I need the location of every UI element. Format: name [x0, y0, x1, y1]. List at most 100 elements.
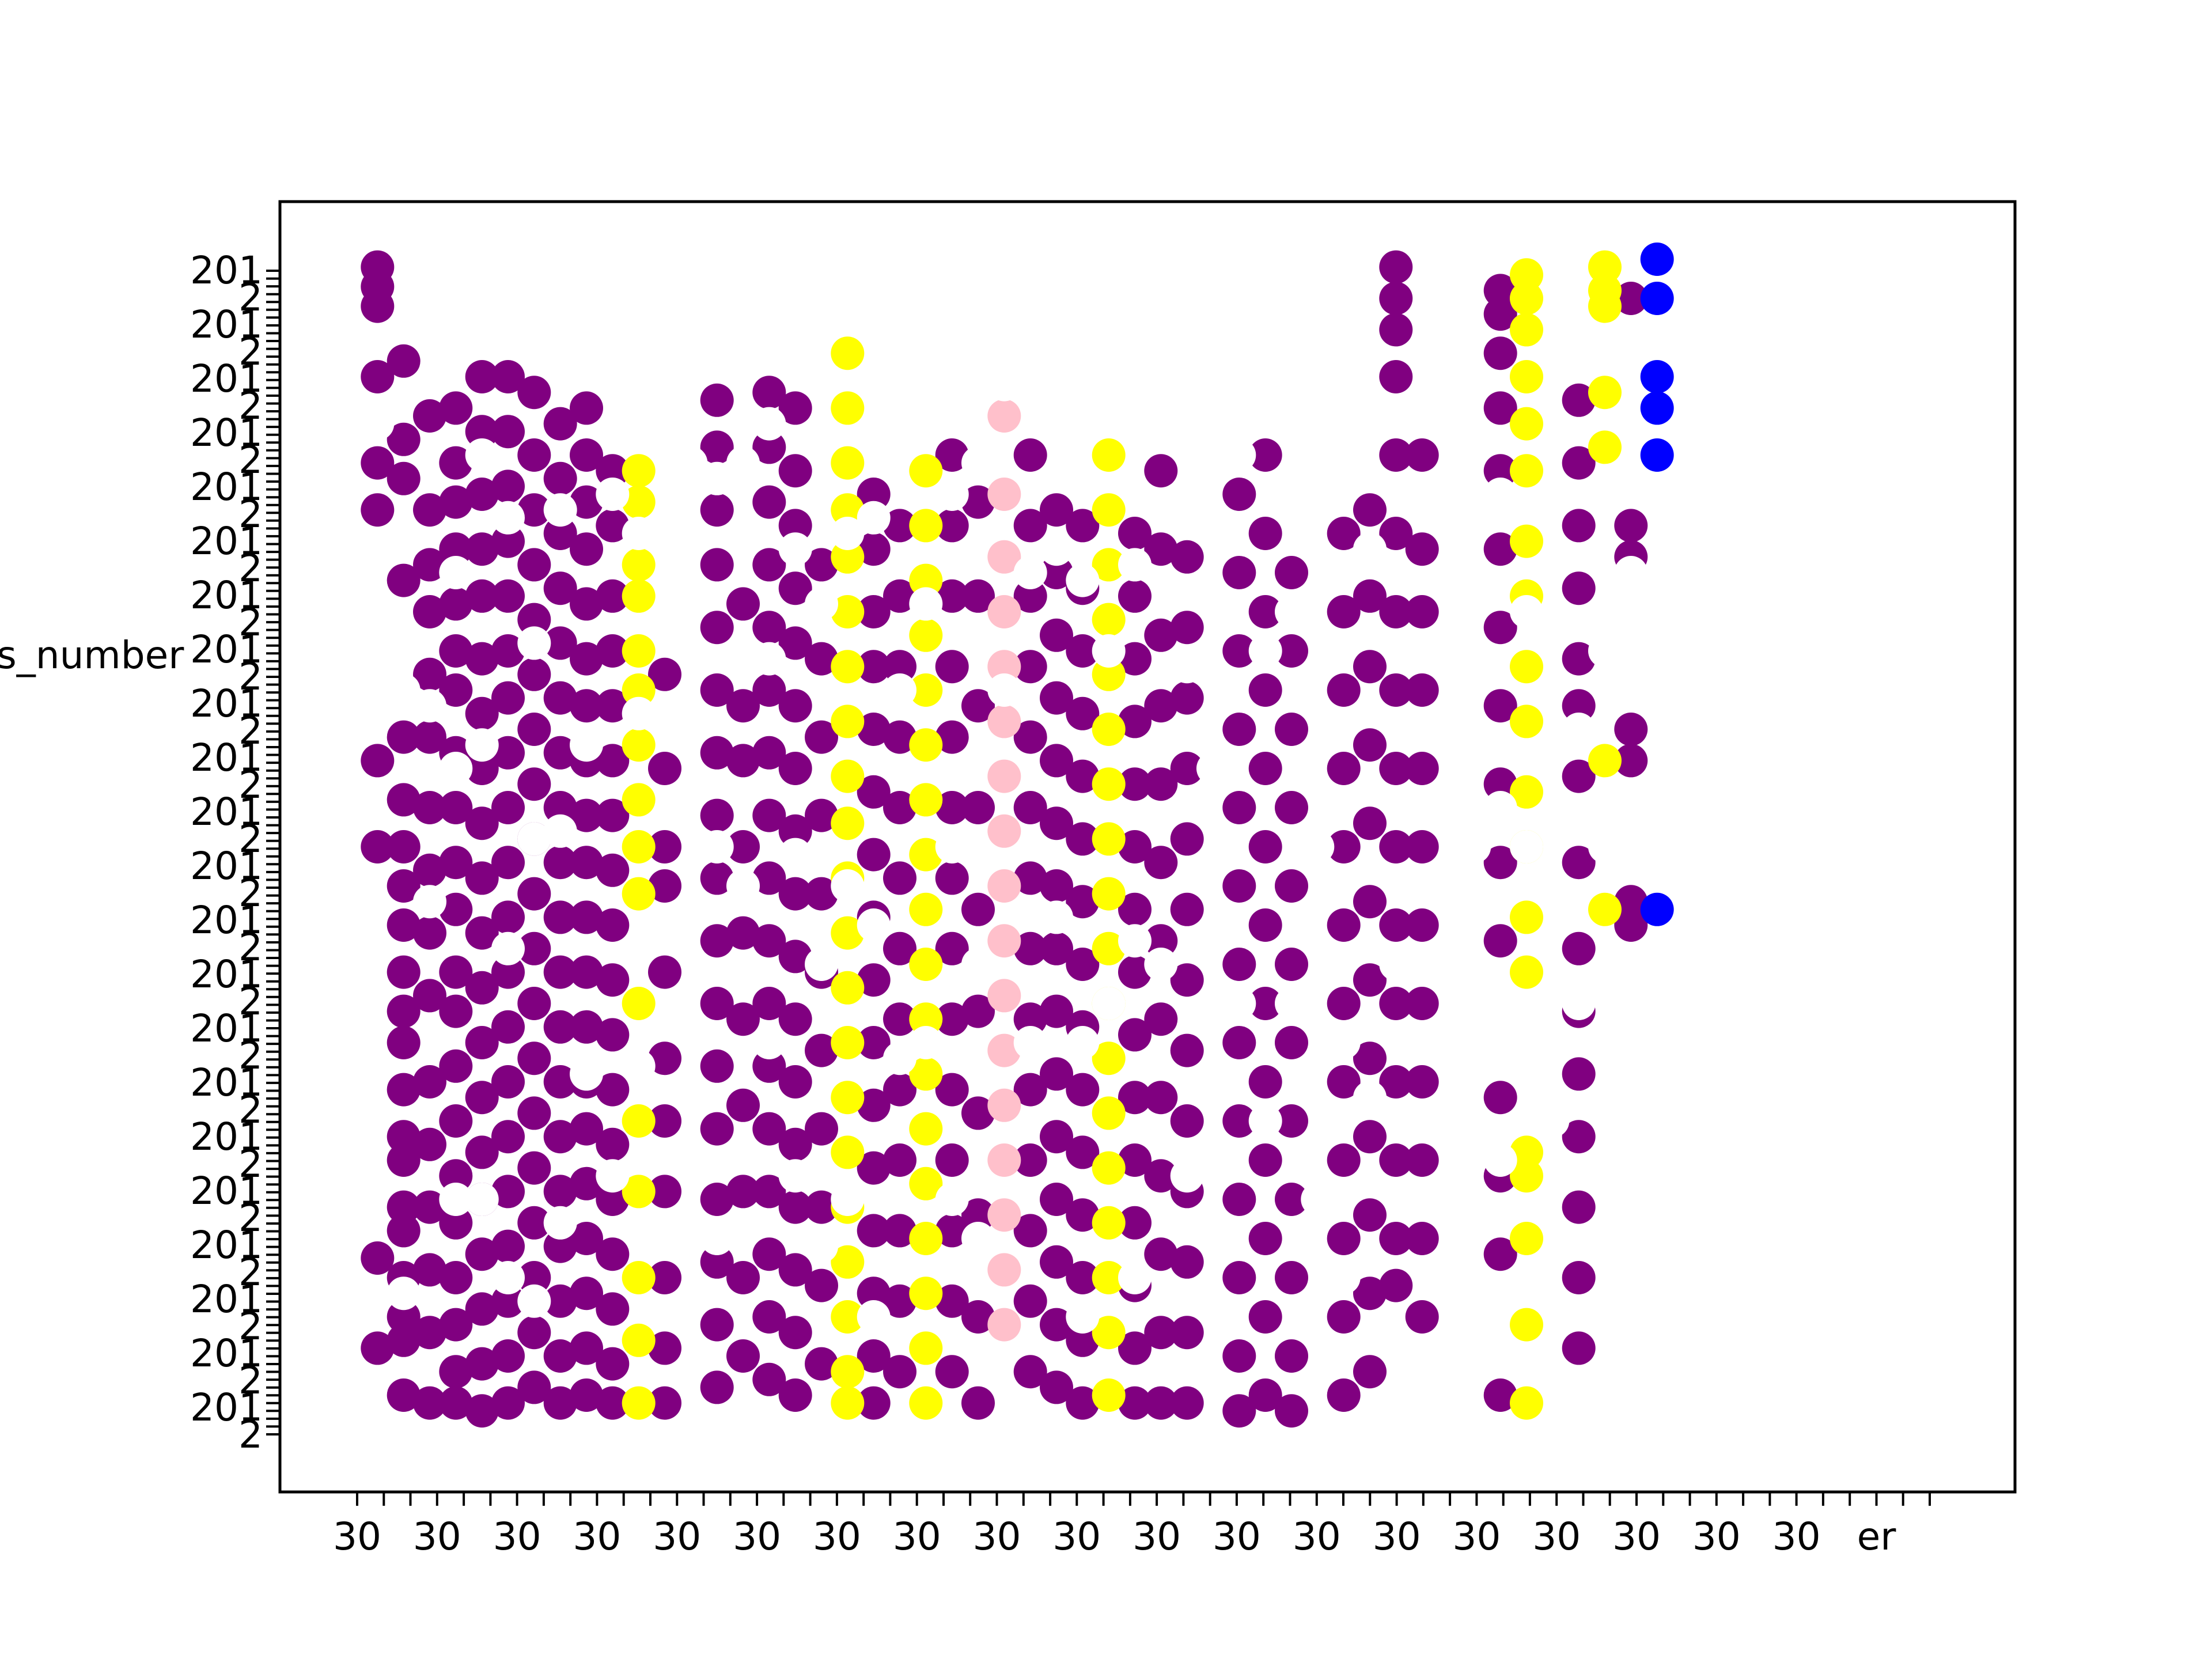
point-purple-244 — [778, 689, 812, 723]
point-purple-251 — [778, 1127, 812, 1161]
point-yellow-28 — [831, 971, 865, 1005]
point-yellow-61 — [1092, 767, 1126, 801]
point-purple-33 — [413, 548, 446, 582]
point-white-77 — [1118, 1261, 1152, 1294]
point-yellow-36 — [831, 1386, 865, 1420]
point-white-16 — [517, 1284, 551, 1318]
point-white-45 — [805, 587, 838, 621]
point-purple-324 — [1013, 720, 1047, 754]
point-purple-419 — [1248, 517, 1282, 550]
point-purple-486 — [1405, 673, 1439, 707]
point-purple-474 — [1379, 673, 1413, 707]
point-purple-526 — [1614, 509, 1648, 543]
point-white-42 — [778, 532, 812, 566]
point-pink-6 — [987, 759, 1021, 793]
point-purple-11 — [387, 422, 421, 456]
point-yellow-83 — [1510, 775, 1543, 809]
point-purple-86 — [465, 1347, 499, 1381]
point-purple-523 — [1562, 1261, 1596, 1294]
point-purple-97 — [491, 846, 525, 880]
point-purple-262 — [805, 1033, 838, 1067]
point-purple-145 — [543, 1386, 577, 1420]
point-purple-180 — [596, 1237, 630, 1271]
point-purple-147 — [570, 438, 603, 472]
point-pink-13 — [987, 1143, 1021, 1177]
point-purple-225 — [752, 548, 786, 582]
point-yellow-92 — [1588, 250, 1622, 284]
point-purple-422 — [1248, 752, 1282, 785]
point-purple-329 — [1013, 1073, 1047, 1107]
point-purple-172 — [596, 798, 630, 832]
point-purple-155 — [570, 846, 603, 880]
point-white-86 — [1248, 634, 1282, 668]
point-yellow-95 — [1588, 376, 1622, 410]
point-purple-317 — [961, 1198, 995, 1232]
point-purple-326 — [1013, 861, 1047, 895]
point-purple-142 — [543, 1229, 577, 1263]
point-purple-102 — [491, 1120, 525, 1154]
point-purple-16 — [387, 830, 421, 863]
point-purple-457 — [1353, 650, 1387, 684]
point-pink-14 — [987, 1198, 1021, 1232]
point-white-3 — [413, 689, 446, 723]
point-purple-210 — [700, 1308, 734, 1342]
point-purple-284 — [883, 579, 916, 613]
point-purple-502 — [1483, 689, 1517, 723]
point-purple-359 — [1066, 1135, 1100, 1169]
point-purple-510 — [1562, 383, 1596, 417]
point-yellow-81 — [1510, 650, 1543, 684]
point-yellow-64 — [1092, 931, 1126, 965]
point-purple-368 — [1118, 767, 1152, 801]
point-purple-313 — [961, 791, 995, 824]
point-purple-504 — [1483, 846, 1517, 880]
point-purple-53 — [439, 673, 473, 707]
point-purple-219 — [726, 1175, 760, 1209]
point-purple-191 — [648, 1175, 681, 1209]
y-tick-label-28: 201 — [190, 1006, 263, 1051]
point-purple-198 — [700, 548, 734, 582]
x-tick-label-0: 30 — [333, 1514, 381, 1559]
y-tick-label-14: 201 — [190, 627, 263, 672]
point-purple-129 — [543, 517, 577, 550]
point-white-23 — [596, 1159, 630, 1193]
point-purple-452 — [1327, 1222, 1361, 1255]
point-purple-94 — [491, 681, 525, 715]
point-white-70 — [1066, 563, 1100, 597]
point-purple-48 — [439, 446, 473, 480]
point-white-37 — [726, 446, 760, 480]
point-purple-26 — [387, 1214, 421, 1248]
point-purple-9 — [361, 1331, 395, 1365]
point-purple-301 — [935, 791, 969, 824]
point-purple-168 — [596, 579, 630, 613]
point-white-108 — [1510, 830, 1543, 863]
point-purple-212 — [726, 587, 760, 621]
point-purple-250 — [778, 1065, 812, 1099]
point-yellow-9 — [622, 877, 656, 911]
point-yellow-15 — [622, 1386, 656, 1420]
point-purple-72 — [465, 579, 499, 613]
point-purple-378 — [1118, 1386, 1152, 1420]
point-white-49 — [831, 869, 865, 903]
point-purple-179 — [596, 1183, 630, 1216]
point-yellow-34 — [831, 1300, 865, 1334]
point-yellow-5 — [622, 673, 656, 707]
point-purple-173 — [596, 853, 630, 887]
point-purple-141 — [543, 1175, 577, 1209]
point-purple-190 — [648, 1104, 681, 1138]
point-purple-177 — [596, 1073, 630, 1107]
point-purple-65 — [439, 1308, 473, 1342]
point-yellow-43 — [909, 783, 943, 817]
point-purple-397 — [1170, 892, 1204, 926]
point-yellow-56 — [1092, 493, 1126, 527]
point-white-41 — [752, 1026, 786, 1059]
point-purple-131 — [543, 626, 577, 660]
point-white-54 — [883, 673, 916, 707]
point-pink-8 — [987, 869, 1021, 903]
point-purple-471 — [1379, 438, 1413, 472]
x-tick-label-3: 30 — [413, 1514, 461, 1559]
point-purple-394 — [1170, 681, 1204, 715]
point-white-95 — [1353, 532, 1387, 566]
point-purple-31 — [413, 399, 446, 433]
x-tick-label-33: 30 — [1213, 1514, 1261, 1559]
point-purple-477 — [1379, 908, 1413, 942]
